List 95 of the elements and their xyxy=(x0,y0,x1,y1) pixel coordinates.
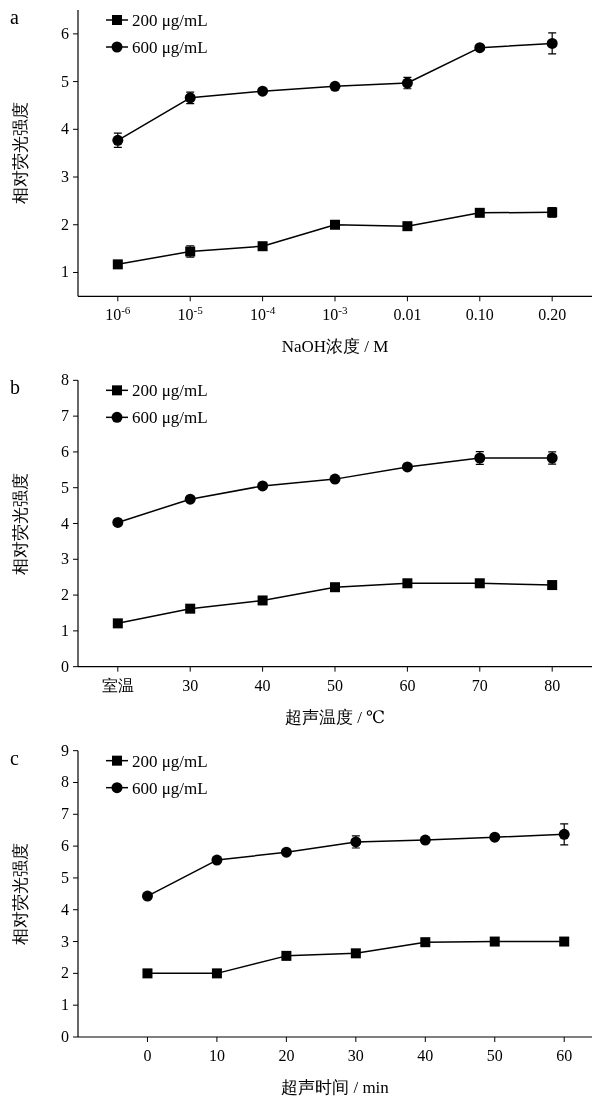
point xyxy=(257,241,268,252)
point xyxy=(401,461,413,473)
y-tick-label: 4 xyxy=(61,514,69,532)
legend-label: 200 μg/mL xyxy=(132,381,208,401)
x-tick-label: 50 xyxy=(486,1047,503,1064)
y-tick-label: 5 xyxy=(61,478,69,496)
chart-title: c xyxy=(10,746,19,769)
y-tick-label: 3 xyxy=(61,168,69,186)
y-tick-label: 0 xyxy=(61,657,69,675)
point xyxy=(211,968,222,979)
y-tick-label: 3 xyxy=(61,932,69,950)
y-tick-label: 1 xyxy=(61,996,69,1014)
x-axis-title: NaOH浓度 / M xyxy=(281,337,389,357)
x-tick-label: 10$^{-4}$ xyxy=(249,304,276,324)
x-tick-label: 20 xyxy=(278,1047,295,1064)
point xyxy=(141,890,153,902)
chart-title: a xyxy=(10,6,19,28)
y-tick-label: 0 xyxy=(61,1028,69,1045)
point xyxy=(489,831,501,843)
legend-label: 600 μg/mL xyxy=(132,408,208,428)
y-tick-label: 7 xyxy=(61,805,69,823)
point xyxy=(330,582,340,593)
x-tick-label: 室温 xyxy=(101,676,134,694)
x-tick-label: 0.01 xyxy=(393,306,422,324)
y-tick-label: 1 xyxy=(61,263,69,281)
legend-label: 600 μg/mL xyxy=(132,38,208,57)
point xyxy=(185,603,196,614)
y-tick-label: 1 xyxy=(61,621,69,639)
x-tick-label: 40 xyxy=(417,1047,434,1064)
x-tick-label: 40 xyxy=(254,676,271,694)
point xyxy=(547,580,558,591)
point xyxy=(112,516,124,528)
point xyxy=(112,618,123,629)
point xyxy=(402,578,413,589)
y-tick-label: 7 xyxy=(61,407,69,425)
x-tick-label: 10$^{-5}$ xyxy=(177,304,204,324)
point xyxy=(489,936,500,947)
y-tick-label: 4 xyxy=(61,900,69,918)
x-tick-label: 0 xyxy=(143,1047,152,1064)
legend-label: 200 μg/mL xyxy=(132,751,208,771)
legend-label: 200 μg/mL xyxy=(132,11,208,30)
point xyxy=(420,937,431,948)
point xyxy=(112,259,123,270)
x-tick-label: 0.20 xyxy=(538,306,567,324)
point xyxy=(142,968,153,979)
y-tick-label: 9 xyxy=(61,741,69,759)
point xyxy=(350,948,361,959)
point xyxy=(280,846,292,858)
y-tick-label: 8 xyxy=(61,773,69,791)
y-tick-label: 4 xyxy=(61,120,69,138)
legend-label: 600 μg/mL xyxy=(132,778,208,798)
y-tick-label: 2 xyxy=(61,964,69,982)
y-tick-label: 3 xyxy=(61,550,69,568)
y-tick-label: 2 xyxy=(61,586,69,604)
y-tick-label: 2 xyxy=(61,215,69,233)
x-tick-label: 60 xyxy=(399,676,416,694)
x-axis-title: 超声时间 / min xyxy=(281,1078,390,1097)
point xyxy=(257,85,269,97)
point xyxy=(211,854,223,866)
point xyxy=(330,219,340,230)
y-tick-label: 5 xyxy=(61,72,69,90)
x-tick-label: 10$^{-3}$ xyxy=(322,304,349,324)
y-axis-title: 相对荧光强度 xyxy=(11,102,30,205)
point xyxy=(184,493,196,505)
y-tick-label: 8 xyxy=(61,371,69,389)
y-tick-label: 6 xyxy=(61,24,69,42)
x-tick-label: 80 xyxy=(544,676,561,694)
x-tick-label: 60 xyxy=(556,1047,573,1064)
y-tick-label: 6 xyxy=(61,837,69,855)
x-tick-label: 30 xyxy=(182,676,199,694)
point xyxy=(257,595,268,606)
point xyxy=(558,828,570,840)
x-tick-label: 10$^{-6}$ xyxy=(105,304,131,324)
point xyxy=(402,221,413,232)
point xyxy=(474,42,486,54)
x-tick-label: 0.10 xyxy=(465,306,494,324)
y-tick-label: 5 xyxy=(61,868,69,886)
x-tick-label: 30 xyxy=(347,1047,364,1064)
chart-title: b xyxy=(10,376,20,399)
point xyxy=(329,80,341,92)
y-tick-label: 6 xyxy=(61,442,69,460)
y-axis-title: 相对荧光强度 xyxy=(11,472,30,575)
point xyxy=(546,37,558,49)
point xyxy=(257,480,269,492)
point xyxy=(474,207,485,218)
x-axis-title: 超声温度 / ℃ xyxy=(284,707,386,727)
x-tick-label: 10 xyxy=(208,1047,225,1064)
point xyxy=(281,950,292,961)
point xyxy=(329,473,341,485)
point xyxy=(559,936,570,947)
x-tick-label: 50 xyxy=(327,676,343,694)
point xyxy=(419,834,431,846)
x-tick-label: 70 xyxy=(471,676,488,694)
y-axis-title: 相对荧光强度 xyxy=(11,842,30,945)
point xyxy=(474,578,485,589)
